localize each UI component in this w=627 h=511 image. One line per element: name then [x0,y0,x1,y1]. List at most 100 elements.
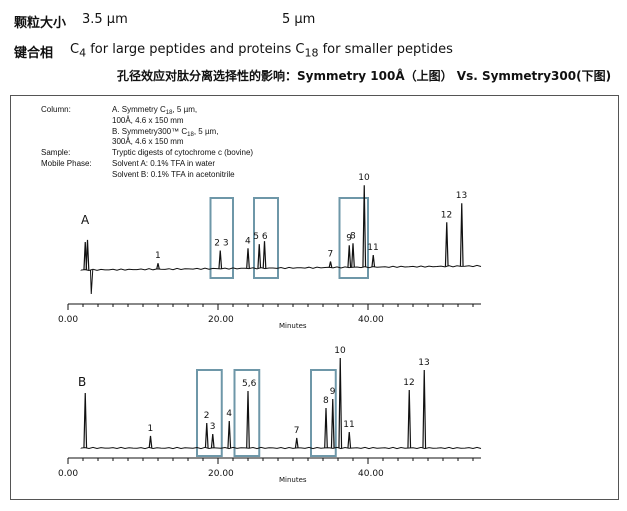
highlight-box [310,369,337,457]
peak-label: 8 [323,396,329,406]
peak-unlabeled [83,392,88,449]
peak-label: 8 [350,231,356,241]
peak-1 [148,435,153,449]
x-tick-label: 20.00 [208,469,234,479]
c18-base: C [295,42,305,57]
particle-size-label: 颗粒大小 [14,16,67,31]
highlight-box [209,197,234,279]
sample-label: Sample: [41,148,71,158]
peak-5,6 [246,390,250,449]
mobile-phase-label: Mobile Phase: [41,159,92,168]
x-tick-label: 40.00 [358,469,384,479]
peak-label: 12 [441,210,452,220]
column-a-line1-text: A. Symmetry C [112,105,166,114]
mobile-phase-b: Solvent B: 0.1% TFA in acetonitrile [112,169,235,179]
column-a-line1-post: , 5 µm, [172,105,198,114]
peak-label: 12 [403,378,414,388]
peak-label: 11 [367,243,378,253]
peak-unlabeled [85,239,90,270]
peak-11 [347,431,352,449]
peak-unlabeled [262,241,267,269]
c18-sub: 18 [304,46,319,60]
chromatogram-figure: Column: A. Symmetry C18, 5 µm, 100Å, 4.6… [10,95,619,500]
column-b-line1-text: B. Symmetry300™ C [112,126,188,136]
x-axis-label: Minutes [279,476,307,484]
peak-label: 10 [334,346,346,356]
column-a-sub: 18 [165,110,173,116]
peak-10 [362,185,367,268]
peak-label: 13 [418,358,429,368]
peak-1 [156,263,160,270]
highlight-box [196,369,223,457]
peak-label: 9 [346,233,352,243]
peak-9 [330,398,335,449]
peak-7 [294,437,299,449]
column-b-line2: 300Å, 4.6 x 150 mm [112,137,184,147]
highlight-box [338,197,369,279]
peak-label: 7 [328,250,334,260]
bonded-phase-value: C4 for large peptides and proteins C18 f… [70,42,453,60]
column-a-line2: 100Å, 4.6 x 150 mm [112,115,184,125]
peak-label: 2 3 [214,239,228,249]
baseline-trace [80,264,482,272]
peak-10 [338,357,343,449]
x-axis-label: Minutes [279,322,307,330]
particle-size-value-a: 3.5 µm [82,12,128,27]
peak-label: 7 [294,426,300,436]
peak-label: 9 [330,387,336,397]
peak-8 [351,243,355,268]
peak-label: 5,6 [242,379,257,389]
x-tick-label: 0.00 [58,469,78,479]
peak-5 6 [257,244,262,269]
x-tick-label: 0.00 [58,315,78,325]
peak-13 [459,203,464,267]
peak-11 [371,255,376,268]
x-tick-label: 20.00 [208,315,234,325]
peak-label: 1 [148,424,154,434]
page-title: 孔径效应对肽分离选择性的影响：Symmetry 100Å（上图） Vs. Sym… [117,69,612,83]
peak-label: 13 [456,191,467,201]
highlight-box [253,197,279,279]
panel-label: B [78,375,86,389]
column-b-line1-post: , 5 µm, [193,126,219,136]
panel-label: A [81,213,90,227]
c4-sub: 4 [79,46,87,60]
peak-13 [422,369,427,449]
peak-4 [227,420,232,449]
x-tick-label: 40.00 [358,315,384,325]
highlight-box [233,369,261,457]
peak-3 [210,433,215,449]
peak-12 [444,222,449,267]
peak-label: 2 [204,411,210,421]
peak-label: 3 [210,422,216,432]
peak-label: 4 [226,409,232,419]
peak-label: 4 [245,236,251,246]
c4-base: C [70,42,80,57]
column-a-line1: A. Symmetry C18, 5 µm, [112,105,197,119]
baseline-trace [80,446,482,450]
peak-label: 1 [155,251,161,261]
peak-9 [347,245,352,268]
sample-value: Tryptic digests of cytochrome c (bovine) [112,148,254,158]
column-b-line1: B. Symmetry300™ C18, 5 µm, [112,127,218,141]
peak-label: 10 [358,173,370,183]
peak-12 [407,389,412,449]
mobile-phase-a: Solvent A: 0.1% TFA in water [112,159,216,168]
column-b-sub: 18 [187,131,194,138]
column-label: Column: [41,105,71,114]
bonded-phase-label: 键合相 [14,46,54,61]
peak-7 [328,261,333,268]
injection-dip [90,269,94,295]
peak-label: 11 [343,420,354,430]
peak-2 3 [218,250,223,269]
particle-size-value-b: 5 µm [282,12,316,27]
peak-2 [204,422,209,449]
c18-text: for smaller peptides [318,42,453,57]
peak-4 [246,248,250,269]
peak-label: 5 6 [253,232,268,242]
peak-8 [324,407,328,449]
c4-text: for large peptides and proteins [86,42,296,57]
